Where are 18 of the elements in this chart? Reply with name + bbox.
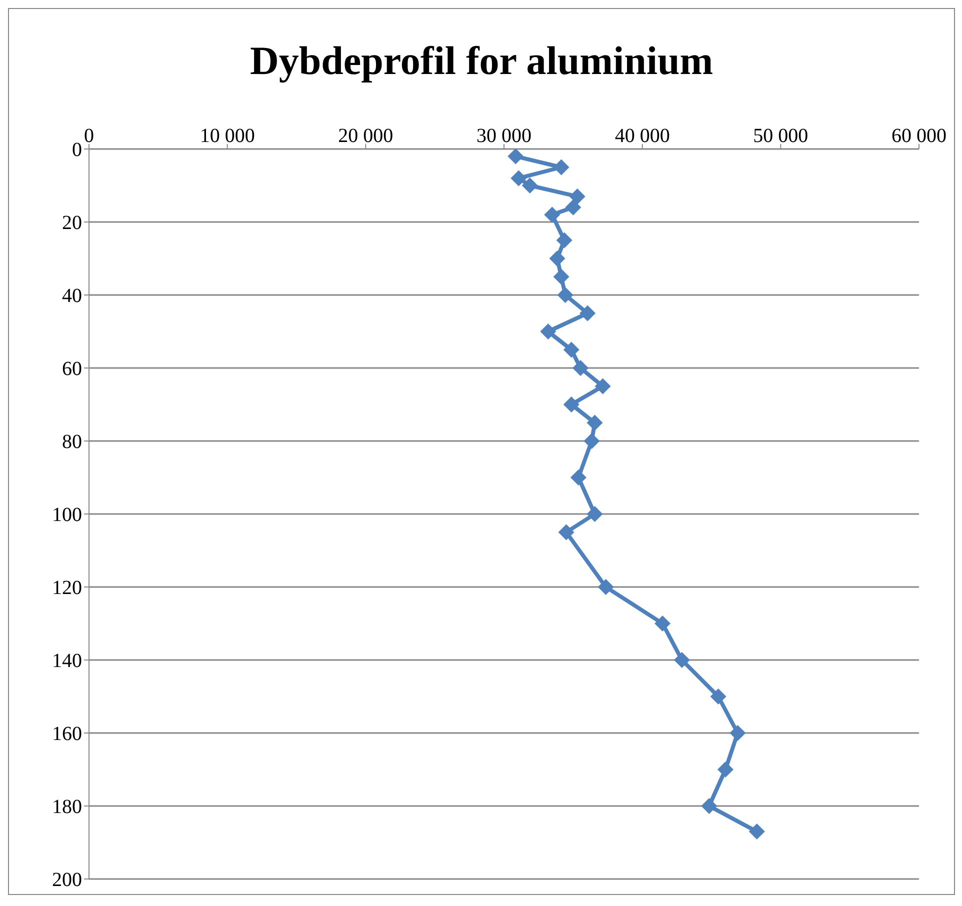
y-tick-label: 80 — [62, 431, 82, 454]
x-tick-label: 10 000 — [200, 125, 255, 147]
y-tick-label: 100 — [52, 504, 82, 526]
chart-title: Dybdeprofil for aluminium — [248, 37, 714, 85]
x-tick-label: 50 000 — [753, 125, 808, 147]
y-tick-label: 160 — [52, 723, 82, 746]
y-tick-label: 0 — [72, 139, 82, 162]
y-tick-label: 20 — [62, 212, 82, 234]
y-tick-label: 180 — [52, 796, 82, 818]
x-tick-label: 60 000 — [892, 125, 946, 147]
x-tick-label: 30 000 — [476, 125, 532, 147]
y-tick-label: 60 — [62, 358, 82, 380]
x-tick-label: 40 000 — [614, 125, 670, 147]
y-tick-label: 140 — [52, 650, 82, 672]
y-tick-label: 40 — [62, 285, 82, 308]
y-tick-label: 120 — [52, 577, 82, 600]
y-tick-label: 200 — [52, 869, 82, 892]
x-tick-label: 20 000 — [338, 125, 394, 147]
